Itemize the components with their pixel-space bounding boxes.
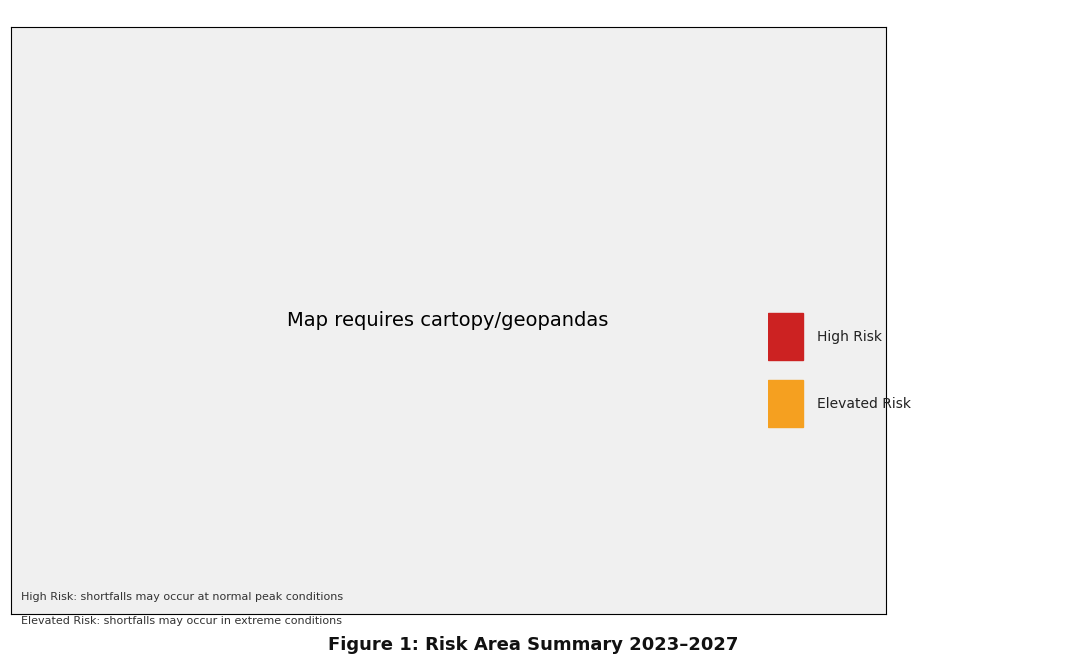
Text: Elevated Risk: shortfalls may occur in extreme conditions: Elevated Risk: shortfalls may occur in e… — [21, 616, 343, 626]
Text: High Risk: shortfalls may occur at normal peak conditions: High Risk: shortfalls may occur at norma… — [21, 592, 344, 602]
Text: Figure 1: Risk Area Summary 2023–2027: Figure 1: Risk Area Summary 2023–2027 — [329, 636, 738, 654]
Text: High Risk: High Risk — [817, 330, 882, 344]
Bar — [768, 313, 802, 360]
Text: Elevated Risk: Elevated Risk — [817, 397, 911, 410]
Text: Map requires cartopy/geopandas: Map requires cartopy/geopandas — [287, 311, 609, 329]
Bar — [768, 380, 802, 427]
